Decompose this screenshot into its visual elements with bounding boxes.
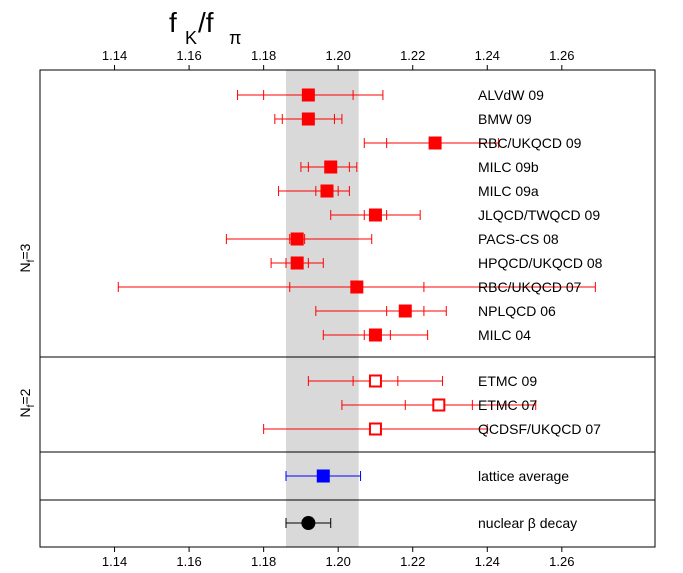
entry-label-lattice-average: lattice average xyxy=(478,468,569,484)
chart-title: f K /f π xyxy=(169,7,241,48)
chart-title-f: f xyxy=(169,7,177,38)
nf2-prefix: N xyxy=(17,407,33,417)
marker-etmc-09 xyxy=(368,374,382,388)
chart-title-sub-k: K xyxy=(185,28,197,48)
nf3-prefix: N xyxy=(17,262,33,272)
data-point-etmc-07 xyxy=(341,398,537,412)
chart-title-slash-f: /f xyxy=(198,7,214,38)
marker-rbc-ukqcd-09 xyxy=(428,136,442,150)
tick-label-top-4: 1.22 xyxy=(400,48,425,63)
marker-lattice-average xyxy=(316,469,330,483)
marker-milc-09b xyxy=(324,160,338,174)
entry-label-qcdsf-ukqcd-07: QCDSF/UKQCD 07 xyxy=(478,421,601,437)
group-label-nf3: Nf=3 xyxy=(17,243,37,272)
data-point-lattice-average xyxy=(285,469,362,483)
marker-pacs-cs-08 xyxy=(290,232,304,246)
entry-label-bmw-09: BMW 09 xyxy=(478,111,532,127)
svg-text:Nf=2: Nf=2 xyxy=(17,388,37,417)
entry-label-jlqcd-twqcd-09: JLQCD/TWQCD 09 xyxy=(478,207,600,223)
average-band xyxy=(286,70,359,547)
tick-label-bottom-0: 1.14 xyxy=(102,554,127,569)
plot-frame xyxy=(39,69,656,548)
entry-label-milc-09b: MILC 09b xyxy=(478,159,539,175)
tick-label-top-3: 1.20 xyxy=(326,48,351,63)
tick-label-bottom-3: 1.20 xyxy=(326,554,351,569)
marker-nplqcd-06 xyxy=(398,304,412,318)
group-label-nf2: Nf=2 xyxy=(17,388,37,417)
chart-title-sub-pi: π xyxy=(229,28,241,48)
data-point-milc-09a xyxy=(278,184,350,198)
tick-label-bottom-6: 1.26 xyxy=(549,554,574,569)
tick-label-top-0: 1.14 xyxy=(102,48,127,63)
nf2-suffix: =2 xyxy=(17,388,33,404)
tick-label-bottom-5: 1.24 xyxy=(475,554,500,569)
marker-hpqcd-ukqcd-08 xyxy=(290,256,304,270)
entry-label-rbc-ukqcd-07: RBC/UKQCD 07 xyxy=(478,279,582,295)
svg-text:Nf=3: Nf=3 xyxy=(17,243,37,272)
data-point-etmc-09 xyxy=(307,374,444,388)
nf3-sub: f xyxy=(26,259,37,262)
marker-alvdw-09 xyxy=(301,88,315,102)
data-point-bmw-09 xyxy=(274,112,343,126)
entry-label-rbc-ukqcd-09: RBC/UKQCD 09 xyxy=(478,135,582,151)
tick-label-bottom-1: 1.16 xyxy=(176,554,201,569)
nf2-sub: f xyxy=(26,404,37,407)
tick-label-top-1: 1.16 xyxy=(176,48,201,63)
entry-label-etmc-09: ETMC 09 xyxy=(478,373,537,389)
marker-jlqcd-twqcd-09 xyxy=(368,208,382,222)
tick-label-top-6: 1.26 xyxy=(549,48,574,63)
tick-label-top-5: 1.24 xyxy=(475,48,500,63)
data-point-jlqcd-twqcd-09 xyxy=(330,208,421,222)
entry-label-nuclear-decay: nuclear β decay xyxy=(478,515,577,531)
marker-nuclear-decay xyxy=(301,516,316,530)
data-point-milc-09b xyxy=(300,160,358,174)
marker-bmw-09 xyxy=(301,112,315,126)
entry-label-pacs-cs-08: PACS-CS 08 xyxy=(478,231,559,247)
entry-label-alvdw-09: ALVdW 09 xyxy=(478,87,544,103)
tick-label-bottom-4: 1.22 xyxy=(400,554,425,569)
entry-label-hpqcd-ukqcd-08: HPQCD/UKQCD 08 xyxy=(478,255,603,271)
entry-label-milc-04: MILC 04 xyxy=(478,327,531,343)
tick-label-bottom-2: 1.18 xyxy=(251,554,276,569)
nf3-suffix: =3 xyxy=(17,243,33,259)
data-point-rbc-ukqcd-09 xyxy=(363,136,499,150)
data-point-pacs-cs-08 xyxy=(225,232,373,246)
marker-milc-09a xyxy=(320,184,334,198)
data-point-nuclear-decay xyxy=(285,516,332,530)
entry-label-etmc-07: ETMC 07 xyxy=(478,397,537,413)
data-point-qcdsf-ukqcd-07 xyxy=(263,422,488,436)
data-point-hpqcd-ukqcd-08 xyxy=(270,256,324,270)
marker-rbc-ukqcd-07 xyxy=(350,280,364,294)
entry-label-milc-09a: MILC 09a xyxy=(478,183,539,199)
marker-qcdsf-ukqcd-07 xyxy=(368,422,382,436)
data-point-rbc-ukqcd-07 xyxy=(117,280,596,294)
data-point-nplqcd-06 xyxy=(315,304,447,318)
data-point-milc-04 xyxy=(322,328,429,342)
marker-etmc-07 xyxy=(432,398,446,412)
entry-label-nplqcd-06: NPLQCD 06 xyxy=(478,303,556,319)
tick-label-top-2: 1.18 xyxy=(251,48,276,63)
data-point-alvdw-09 xyxy=(237,88,384,102)
marker-milc-04 xyxy=(368,328,382,342)
